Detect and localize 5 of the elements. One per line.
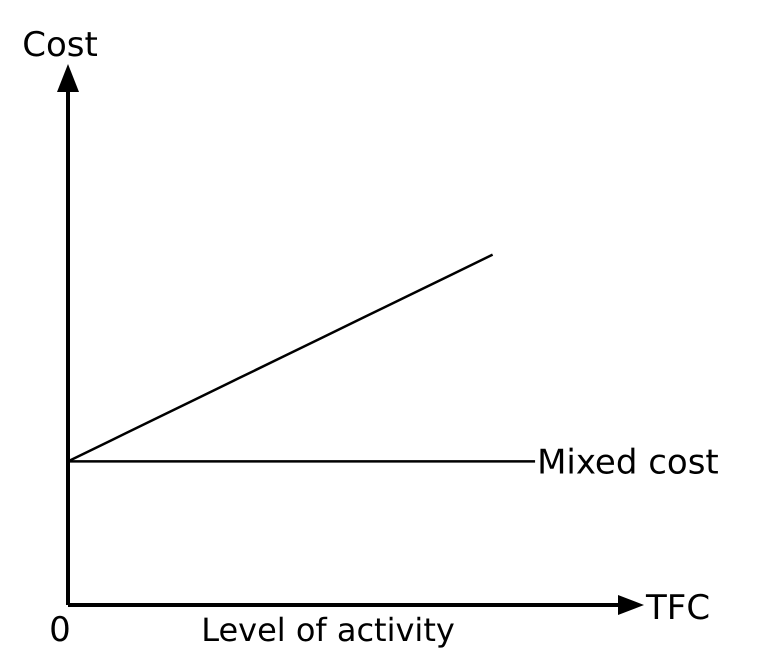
text: 0 bbox=[49, 610, 71, 650]
text: TFC bbox=[645, 588, 710, 628]
x-axis-title: Level of activity bbox=[201, 611, 455, 649]
series-label: Mixed cost bbox=[537, 442, 719, 482]
text: Cost bbox=[22, 25, 98, 65]
